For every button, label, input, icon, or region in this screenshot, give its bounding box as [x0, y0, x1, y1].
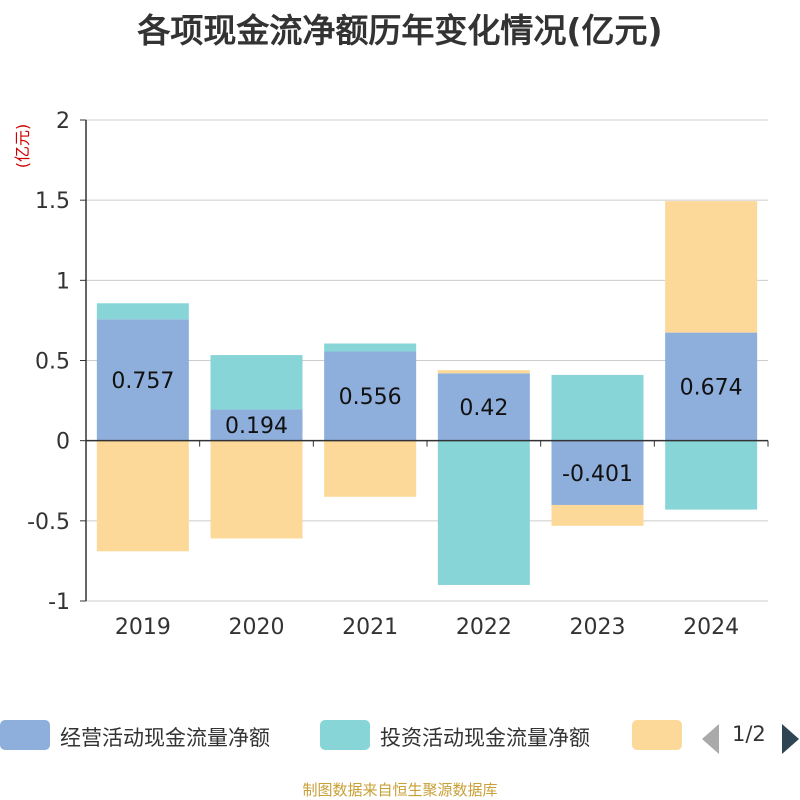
bar-investing [210, 355, 303, 410]
x-tick-label: 2020 [229, 615, 285, 640]
y-tick-label: 0.5 [35, 350, 70, 375]
bar-operating [665, 332, 758, 441]
data-label: 0.42 [459, 396, 508, 421]
x-tick-label: 2021 [342, 615, 398, 640]
legend: 经营活动现金流量净额 投资活动现金流量净额 1/2 [0, 712, 800, 756]
x-tick-label: 2023 [570, 615, 626, 640]
bar-third [324, 440, 417, 497]
bar-operating [551, 440, 644, 505]
bar-third [96, 440, 189, 552]
y-tick-label: -1 [48, 590, 70, 615]
bar-investing [665, 440, 758, 510]
legend-swatch-third [632, 720, 682, 750]
y-tick-label: 0 [56, 430, 70, 455]
y-tick-label: -0.5 [27, 510, 70, 535]
plot-area: 2 1.5 1 0.5 0 -0.5 -1 (亿元) 0.757 2019 0.194 2020 0.5… [13, 109, 769, 640]
data-label: 0.757 [111, 369, 174, 394]
source-note: 制图数据来自恒生聚源数据库 [302, 781, 498, 799]
bar-third [551, 504, 644, 526]
x-tick-label: 2019 [115, 615, 171, 640]
data-label: 0.674 [680, 376, 743, 401]
bar-operating [210, 409, 303, 441]
bar-third [665, 201, 758, 333]
y-tick-label: 2 [56, 109, 70, 134]
bar-operating [96, 319, 189, 441]
legend-label-investing: 投资活动现金流量净额 [380, 726, 590, 750]
data-label: 0.556 [339, 385, 402, 410]
bar-investing [437, 440, 530, 585]
bar-investing [324, 343, 417, 352]
bar-third [210, 440, 303, 539]
bar-investing [551, 374, 644, 441]
bar-operating [324, 351, 417, 441]
triangle-left-icon[interactable] [702, 724, 719, 754]
data-label: -0.401 [562, 462, 633, 487]
x-tick-label: 2024 [683, 615, 739, 640]
y-tick-label: 1 [56, 269, 70, 294]
legend-swatch-investing [320, 720, 370, 750]
legend-label-operating: 经营活动现金流量净额 [60, 726, 270, 750]
bar-investing [96, 303, 189, 320]
triangle-right-icon[interactable] [782, 724, 799, 754]
legend-swatch-operating [0, 720, 50, 750]
legend-page-indicator: 1/2 [732, 722, 766, 746]
x-tick-label: 2022 [456, 615, 512, 640]
y-tick-label: 1.5 [35, 189, 70, 214]
bar-third [437, 370, 530, 374]
data-label: 0.194 [225, 414, 288, 439]
y-axis-label: (亿元) [13, 124, 32, 169]
chart-title: 各项现金流净额历年变化情况(亿元) [137, 11, 663, 50]
bar-operating [437, 373, 530, 441]
